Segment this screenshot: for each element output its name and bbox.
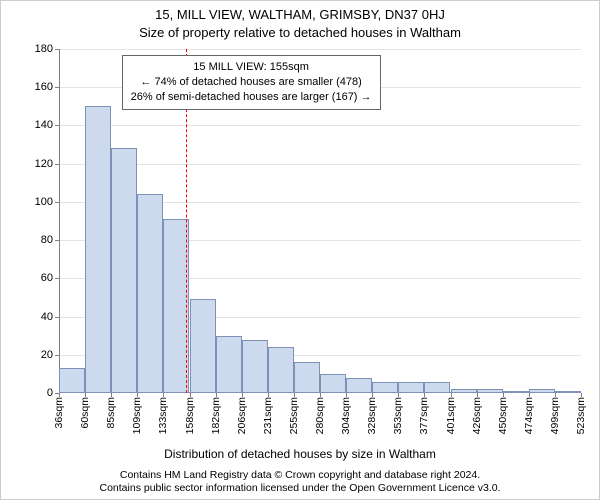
x-tick-label: 85sqm <box>105 393 117 429</box>
x-tick-label: 401sqm <box>445 393 457 434</box>
legend-line-3: 26% of semi-detached houses are larger (… <box>131 90 372 105</box>
histogram-bar <box>85 106 111 393</box>
histogram-bar <box>216 336 242 393</box>
x-tick-label: 182sqm <box>210 393 222 434</box>
legend-line-1: 15 MILL VIEW: 155sqm <box>131 60 372 75</box>
credit-line-1: Contains HM Land Registry data © Crown c… <box>1 469 599 482</box>
x-tick-label: 231sqm <box>262 393 274 434</box>
y-tick-label: 20 <box>41 349 59 361</box>
y-tick-label: 120 <box>35 158 59 170</box>
y-tick-label: 60 <box>41 272 59 284</box>
y-axis-line <box>59 49 60 393</box>
chart-subtitle: Size of property relative to detached ho… <box>1 25 599 40</box>
gridline <box>59 164 581 165</box>
histogram-bar <box>242 340 268 394</box>
y-tick-label: 40 <box>41 311 59 323</box>
histogram-bar <box>111 148 137 393</box>
x-tick-label: 304sqm <box>340 393 352 434</box>
credit-text: Contains HM Land Registry data © Crown c… <box>1 469 599 495</box>
y-tick-label: 180 <box>35 43 59 55</box>
x-tick-label: 426sqm <box>471 393 483 434</box>
page-title: 15, MILL VIEW, WALTHAM, GRIMSBY, DN37 0H… <box>1 7 599 22</box>
histogram-bar <box>398 382 424 393</box>
histogram-bar <box>294 362 320 393</box>
x-tick-label: 523sqm <box>575 393 587 434</box>
x-tick-label: 36sqm <box>53 393 65 429</box>
x-tick-label: 377sqm <box>418 393 430 434</box>
x-tick-label: 133sqm <box>157 393 169 434</box>
legend-box: 15 MILL VIEW: 155sqm← 74% of detached ho… <box>122 55 381 110</box>
gridline <box>59 49 581 50</box>
x-tick-label: 353sqm <box>392 393 404 434</box>
x-tick-label: 60sqm <box>79 393 91 429</box>
x-tick-label: 450sqm <box>497 393 509 434</box>
credit-line-2: Contains public sector information licen… <box>1 482 599 495</box>
histogram-bar <box>372 382 398 393</box>
gridline <box>59 125 581 126</box>
y-tick-label: 80 <box>41 234 59 246</box>
histogram-bar <box>346 378 372 393</box>
histogram-bar <box>59 368 85 393</box>
legend-line-2: ← 74% of detached houses are smaller (47… <box>131 75 372 90</box>
x-tick-label: 255sqm <box>288 393 300 434</box>
histogram-bar <box>320 374 346 393</box>
histogram-plot: 02040608010012014016018036sqm60sqm85sqm1… <box>59 49 581 393</box>
y-tick-label: 140 <box>35 119 59 131</box>
x-tick-label: 280sqm <box>314 393 326 434</box>
x-tick-label: 206sqm <box>236 393 248 434</box>
x-tick-label: 499sqm <box>549 393 561 434</box>
x-tick-label: 474sqm <box>523 393 535 434</box>
x-tick-label: 328sqm <box>366 393 378 434</box>
histogram-bar <box>268 347 294 393</box>
x-tick-label: 109sqm <box>131 393 143 434</box>
histogram-bar <box>424 382 450 393</box>
x-axis-label: Distribution of detached houses by size … <box>1 447 599 461</box>
histogram-bar <box>137 194 163 393</box>
histogram-bar <box>190 299 216 393</box>
x-tick-label: 158sqm <box>184 393 196 434</box>
y-tick-label: 160 <box>35 81 59 93</box>
y-tick-label: 100 <box>35 196 59 208</box>
